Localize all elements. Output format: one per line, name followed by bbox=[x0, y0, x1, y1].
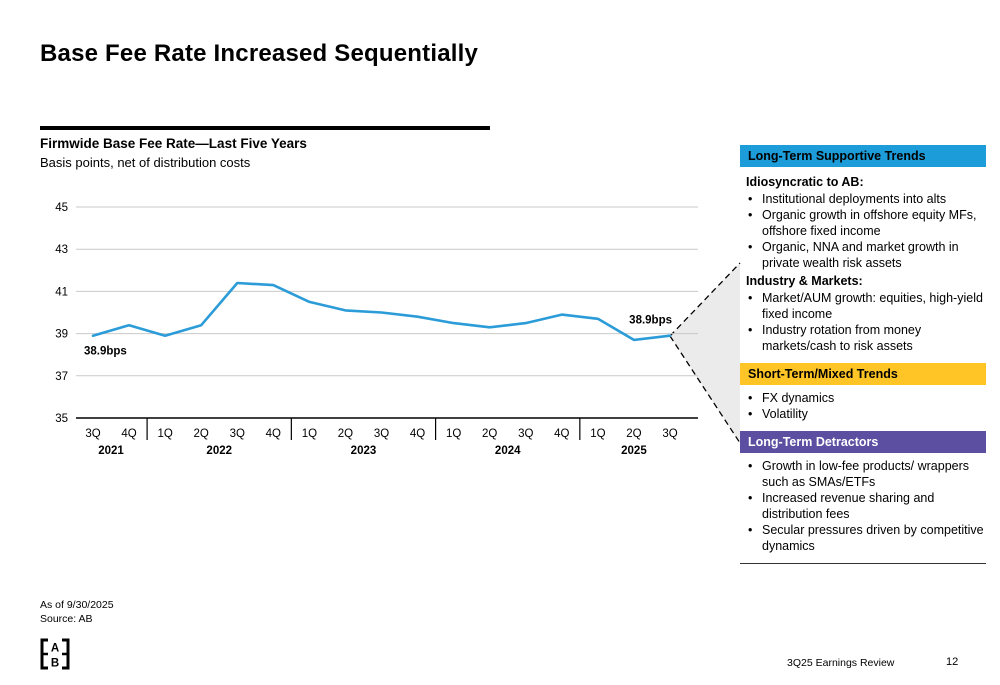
x-axis-quarter-label: 2Q bbox=[626, 428, 641, 440]
x-axis-quarter-label: 2Q bbox=[482, 428, 497, 440]
x-axis-quarter-label: 3Q bbox=[374, 428, 389, 440]
x-axis-year-label: 2025 bbox=[621, 445, 647, 457]
data-point-label: 38.9bps bbox=[84, 346, 127, 358]
bullet-item: • Organic growth in offshore equity MFs, … bbox=[746, 207, 984, 239]
y-axis-tick-label: 39 bbox=[55, 329, 68, 341]
x-axis-year-label: 2022 bbox=[206, 445, 232, 457]
y-axis-tick-label: 41 bbox=[55, 286, 68, 298]
x-axis-year-label: 2021 bbox=[98, 445, 124, 457]
chart-heading: Firmwide Base Fee Rate—Last Five Years bbox=[40, 136, 307, 151]
bullet-text: FX dynamics bbox=[762, 391, 835, 405]
callout-dashed-line-top bbox=[669, 262, 741, 337]
x-axis-quarter-label: 1Q bbox=[446, 428, 461, 440]
x-axis-quarter-label: 3Q bbox=[85, 428, 100, 440]
trend-section-header: Short-Term/Mixed Trends bbox=[740, 363, 986, 385]
x-axis-quarter-label: 4Q bbox=[266, 428, 281, 440]
bullet-item: • Growth in low-fee products/ wrappers su… bbox=[746, 458, 984, 490]
y-axis-tick-label: 37 bbox=[55, 371, 68, 383]
bullet-text: Volatility bbox=[762, 407, 808, 421]
x-axis-year-label: 2024 bbox=[495, 445, 521, 457]
y-axis-tick-label: 43 bbox=[55, 244, 68, 256]
page-title: Base Fee Rate Increased Sequentially bbox=[40, 40, 479, 67]
bullet-icon: • bbox=[748, 192, 753, 206]
x-axis-quarter-label: 3Q bbox=[662, 428, 677, 440]
bullet-item: • Institutional deployments into alts bbox=[746, 191, 984, 207]
data-point-label: 38.9bps bbox=[629, 315, 672, 327]
deck-title: 3Q25 Earnings Review bbox=[787, 657, 895, 669]
logo-letter-b: B bbox=[51, 658, 59, 670]
page-number: 12 bbox=[946, 656, 959, 668]
chart-subheading: Basis points, net of distribution costs bbox=[40, 155, 251, 170]
bullet-icon: • bbox=[748, 391, 753, 405]
bullet-icon: • bbox=[748, 240, 753, 254]
bullet-item: • Volatility bbox=[746, 406, 984, 422]
bullet-text: Market/AUM growth: equities, high-yield … bbox=[762, 291, 983, 321]
trend-group-title: Idiosyncratic to AB: bbox=[746, 175, 864, 189]
trend-section-header: Long-Term Detractors bbox=[740, 431, 986, 453]
ab-logo: A B bbox=[40, 638, 70, 670]
bullet-icon: • bbox=[748, 323, 753, 337]
trend-group-title: Industry & Markets: bbox=[746, 274, 863, 288]
bullet-icon: • bbox=[748, 491, 753, 505]
y-axis-tick-label: 35 bbox=[55, 413, 68, 425]
bullet-item: • Market/AUM growth: equities, high-yield… bbox=[746, 290, 984, 322]
bullet-text: Growth in low-fee products/ wrappers suc… bbox=[762, 459, 970, 489]
x-axis-quarter-label: 3Q bbox=[230, 428, 245, 440]
bullet-text: Organic growth in offshore equity MFs, o… bbox=[762, 208, 977, 238]
bullet-text: Industry rotation from money markets/cas… bbox=[762, 323, 922, 353]
y-axis-tick-label: 45 bbox=[55, 202, 68, 214]
bullet-text: Organic, NNA and market growth in privat… bbox=[762, 240, 959, 270]
bullet-icon: • bbox=[748, 523, 753, 537]
x-axis-year-label: 2023 bbox=[351, 445, 377, 457]
x-axis-quarter-label: 1Q bbox=[590, 428, 605, 440]
x-axis-quarter-label: 4Q bbox=[410, 428, 425, 440]
trend-section-body: Idiosyncratic to AB: • Institutional deplo… bbox=[740, 167, 986, 363]
bullet-text: Secular pressures driven by competitive … bbox=[762, 523, 984, 553]
trend-section-body: • Growth in low-fee products/ wrappers su… bbox=[740, 453, 986, 564]
bullet-item: • Industry rotation from money markets/ca… bbox=[746, 322, 984, 354]
base-fee-rate-line-chart: 35 37 39 41 43 45 3Q 4Q 1Q 2Q 3Q 4Q 1Q 2Q 3Q 4Q 1Q 2Q 3Q 4Q… bbox=[55, 202, 698, 457]
callout-wedge bbox=[669, 262, 741, 444]
x-axis-quarter-label: 4Q bbox=[121, 428, 136, 440]
x-axis-quarter-label: 4Q bbox=[554, 428, 569, 440]
bullet-item: • Increased revenue sharing and distribut… bbox=[746, 490, 984, 522]
as-of-note: As of 9/30/2025 bbox=[40, 599, 114, 611]
trends-sidebar: Long-Term Supportive Trends Idiosyncratic… bbox=[740, 145, 986, 564]
bullet-icon: • bbox=[748, 291, 753, 305]
logo-letter-a: A bbox=[51, 643, 59, 655]
bullet-text: Increased revenue sharing and distributi… bbox=[762, 491, 935, 521]
bullet-icon: • bbox=[748, 407, 753, 421]
x-axis-quarter-label: 1Q bbox=[157, 428, 172, 440]
x-axis-quarter-label: 2Q bbox=[338, 428, 353, 440]
title-rule bbox=[40, 126, 490, 130]
bullet-text: Institutional deployments into alts bbox=[762, 192, 947, 206]
x-axis-quarter-label: 2Q bbox=[194, 428, 209, 440]
bullet-icon: • bbox=[748, 459, 753, 473]
callout-dashed-line-bottom bbox=[669, 335, 741, 444]
x-axis-quarter-label: 3Q bbox=[518, 428, 533, 440]
bullet-icon: • bbox=[748, 208, 753, 222]
source-note: Source: AB bbox=[40, 613, 93, 625]
bullet-item: • FX dynamics bbox=[746, 390, 984, 406]
bullet-item: • Secular pressures driven by competitive… bbox=[746, 522, 984, 554]
bullet-item: • Organic, NNA and market growth in priva… bbox=[746, 239, 984, 271]
callout-wedge-fill bbox=[670, 263, 740, 443]
x-axis-quarter-label: 1Q bbox=[302, 428, 317, 440]
fee-rate-line bbox=[91, 281, 672, 342]
trend-section-body: • FX dynamics • Volatility bbox=[740, 385, 986, 431]
trend-section-header: Long-Term Supportive Trends bbox=[740, 145, 986, 167]
